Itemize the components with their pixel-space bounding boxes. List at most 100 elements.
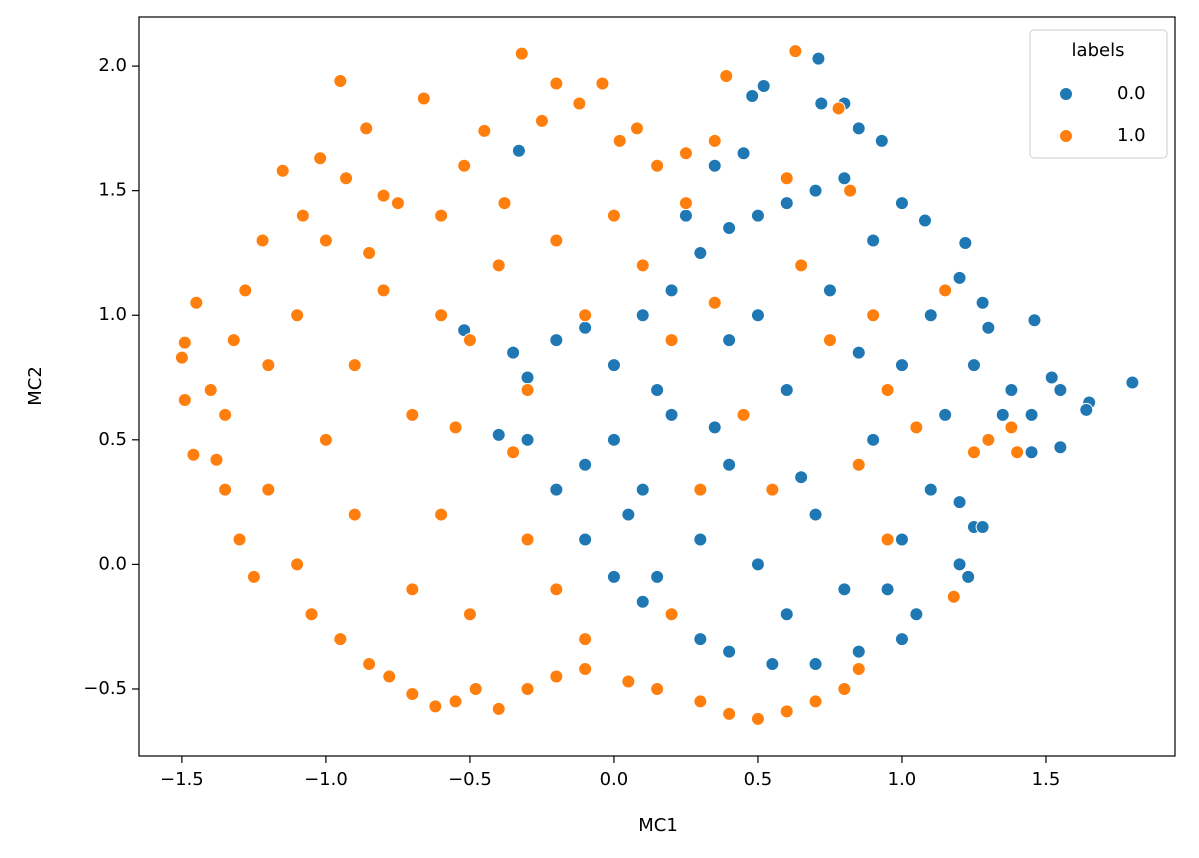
legend-label: 0.0 (1117, 83, 1146, 104)
scatter-point (837, 582, 852, 597)
scatter-point (664, 333, 679, 348)
scatter-point (612, 133, 627, 148)
scatter-point (678, 208, 693, 223)
scatter-point (606, 569, 621, 584)
scatter-point (362, 657, 377, 672)
scatter-point (650, 158, 665, 173)
scatter-point (313, 151, 328, 166)
scatter-point (837, 681, 852, 696)
scatter-point (975, 520, 990, 535)
scatter-point (822, 283, 837, 298)
scatter-point (448, 694, 463, 709)
scatter-point (635, 482, 650, 497)
scatter-point (923, 308, 938, 323)
scatter-point (693, 245, 708, 260)
scatter-point (866, 432, 881, 447)
scatter-point (866, 233, 881, 248)
scatter-point (462, 333, 477, 348)
scatter-point (578, 532, 593, 547)
scatter-point (894, 358, 909, 373)
scatter-point (497, 196, 512, 211)
scatter-point (981, 320, 996, 335)
scatter-point (448, 420, 463, 435)
scatter-point (650, 681, 665, 696)
scatter-point (261, 482, 276, 497)
scatter-point (650, 382, 665, 397)
x-tick-label: 1.0 (888, 769, 917, 790)
scatter-point (1053, 440, 1068, 455)
scatter-point (295, 208, 310, 223)
scatter-point (218, 482, 233, 497)
scatter-point (1125, 375, 1140, 390)
x-tick-label: 0.5 (744, 769, 773, 790)
scatter-point (995, 407, 1010, 422)
scatter-point (952, 495, 967, 510)
x-tick-label: 1.5 (1032, 769, 1061, 790)
scatter-point (719, 69, 734, 84)
scatter-point (880, 582, 895, 597)
scatter-point (794, 470, 809, 485)
scatter-point (376, 283, 391, 298)
scatter-point (1004, 420, 1019, 435)
x-tick-label: −0.5 (448, 769, 492, 790)
scatter-point (549, 233, 564, 248)
scatter-point (750, 208, 765, 223)
scatter-point (745, 88, 760, 103)
scatter-point (894, 532, 909, 547)
scatter-point (1079, 402, 1094, 417)
scatter-point (874, 133, 889, 148)
scatter-point (209, 452, 224, 467)
scatter-point (1024, 407, 1039, 422)
scatter-point (621, 507, 636, 522)
scatter-point (434, 507, 449, 522)
scatter-point (794, 258, 809, 273)
scatter-point (318, 432, 333, 447)
y-tick-label: 2.0 (98, 55, 127, 76)
scatter-point (811, 51, 826, 66)
scatter-point (511, 143, 526, 158)
plot-frame (138, 16, 1176, 757)
scatter-point (333, 74, 348, 89)
scatter-point (514, 46, 529, 61)
scatter-point (961, 569, 976, 584)
x-tick-label: −1.5 (160, 769, 204, 790)
scatter-point (189, 295, 204, 310)
scatter-point (434, 208, 449, 223)
scatter-point (382, 669, 397, 684)
scatter-point (578, 308, 593, 323)
scatter-point (390, 196, 405, 211)
scatter-point (416, 91, 431, 106)
legend-marker (1059, 129, 1073, 143)
scatter-point (347, 507, 362, 522)
scatter-point (966, 358, 981, 373)
scatter-point (722, 644, 737, 659)
scatter-point (938, 407, 953, 422)
scatter-point (491, 701, 506, 716)
scatter-point (722, 333, 737, 348)
scatter-point (946, 589, 961, 604)
scatter-point (851, 345, 866, 360)
scatter-point (578, 457, 593, 472)
scatter-point (966, 445, 981, 460)
scatter-point (707, 295, 722, 310)
scatter-point (290, 557, 305, 572)
scatter-point (779, 171, 794, 186)
scatter-point (238, 283, 253, 298)
scatter-point (664, 607, 679, 622)
scatter-point (186, 447, 201, 462)
scatter-point (520, 532, 535, 547)
scatter-point (405, 686, 420, 701)
scatter-point (851, 121, 866, 136)
scatter-point (177, 392, 192, 407)
scatter-point (629, 121, 644, 136)
scatter-point (843, 183, 858, 198)
scatter-point (520, 370, 535, 385)
scatter-point (549, 333, 564, 348)
scatter-point (693, 482, 708, 497)
scatter-point (1027, 313, 1042, 328)
x-axis-label: MC1 (638, 815, 678, 836)
scatter-point (693, 632, 708, 647)
scatter-point (909, 607, 924, 622)
scatter-point (693, 694, 708, 709)
